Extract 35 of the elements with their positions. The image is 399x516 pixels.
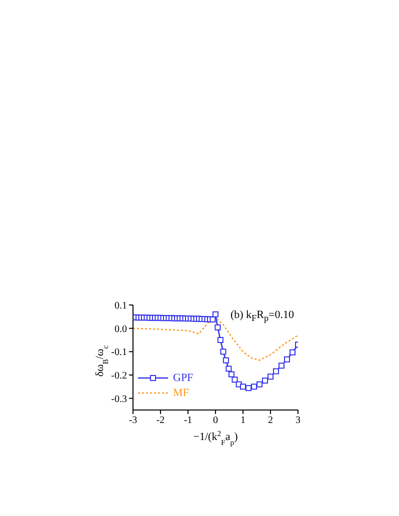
point	[273, 368, 279, 374]
y-tick-label: 0.1	[114, 300, 127, 312]
point	[232, 376, 238, 383]
point	[214, 324, 221, 330]
legend-label: MF	[173, 386, 189, 398]
x-tick-label: -1	[184, 415, 192, 426]
point	[246, 385, 252, 392]
point	[290, 349, 296, 356]
x-tick-label: 3	[296, 415, 300, 426]
y-tick-label: 0.0	[114, 324, 127, 335]
point	[217, 337, 224, 343]
x-tick-label: 2	[268, 415, 273, 426]
y-tick-label: -0.2	[111, 370, 127, 382]
point	[262, 378, 268, 384]
point	[278, 362, 284, 369]
point	[212, 311, 218, 318]
point	[240, 384, 246, 390]
point	[268, 374, 274, 380]
point	[284, 356, 290, 362]
x-axis-title: −1/(k$^{2}$$_{F}$a$_{p}$)	[193, 428, 238, 446]
y-tick-label: -0.1	[111, 347, 127, 358]
x-tick-label: 1	[240, 415, 246, 426]
legend-label: GPF	[173, 372, 194, 384]
point	[222, 357, 229, 364]
x-tick-label: -3	[128, 415, 138, 426]
point	[210, 316, 216, 322]
x-tick-label: 0	[213, 415, 218, 426]
point	[256, 381, 262, 388]
point	[220, 348, 226, 355]
y-tick-label: -0.3	[111, 394, 127, 405]
x-tick-label: -2	[156, 415, 165, 426]
point	[251, 384, 257, 390]
annotation: (b) k$_{F}$R$_{p}$=0.10	[230, 309, 294, 324]
point	[228, 371, 234, 378]
point	[226, 366, 232, 372]
